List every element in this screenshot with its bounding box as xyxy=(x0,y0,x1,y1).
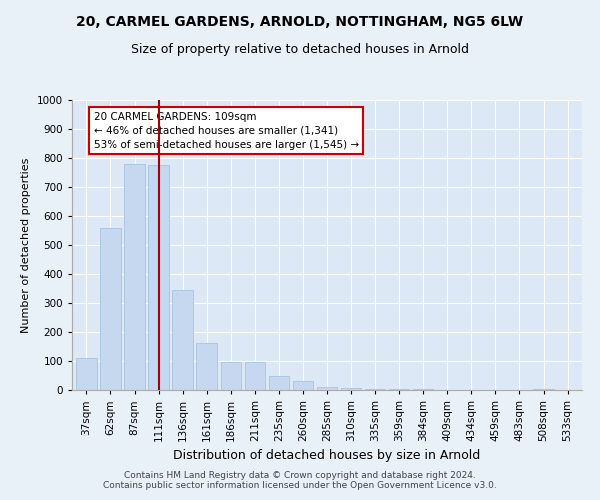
Text: 20, CARMEL GARDENS, ARNOLD, NOTTINGHAM, NG5 6LW: 20, CARMEL GARDENS, ARNOLD, NOTTINGHAM, … xyxy=(76,15,524,29)
Text: 20 CARMEL GARDENS: 109sqm
← 46% of detached houses are smaller (1,341)
53% of se: 20 CARMEL GARDENS: 109sqm ← 46% of detac… xyxy=(94,112,359,150)
Bar xyxy=(172,290,193,390)
Bar xyxy=(269,376,289,390)
Bar xyxy=(221,362,241,390)
Bar xyxy=(389,389,409,390)
Bar xyxy=(76,358,97,390)
Y-axis label: Number of detached properties: Number of detached properties xyxy=(21,158,31,332)
Bar xyxy=(317,387,337,390)
Bar xyxy=(124,164,145,390)
X-axis label: Distribution of detached houses by size in Arnold: Distribution of detached houses by size … xyxy=(173,450,481,462)
Text: Size of property relative to detached houses in Arnold: Size of property relative to detached ho… xyxy=(131,42,469,56)
Bar xyxy=(148,166,169,390)
Bar xyxy=(196,342,217,390)
Text: Contains HM Land Registry data © Crown copyright and database right 2024.
Contai: Contains HM Land Registry data © Crown c… xyxy=(103,470,497,490)
Bar xyxy=(365,388,385,390)
Bar xyxy=(341,388,361,390)
Bar xyxy=(245,362,265,390)
Bar xyxy=(100,228,121,390)
Bar xyxy=(293,382,313,390)
